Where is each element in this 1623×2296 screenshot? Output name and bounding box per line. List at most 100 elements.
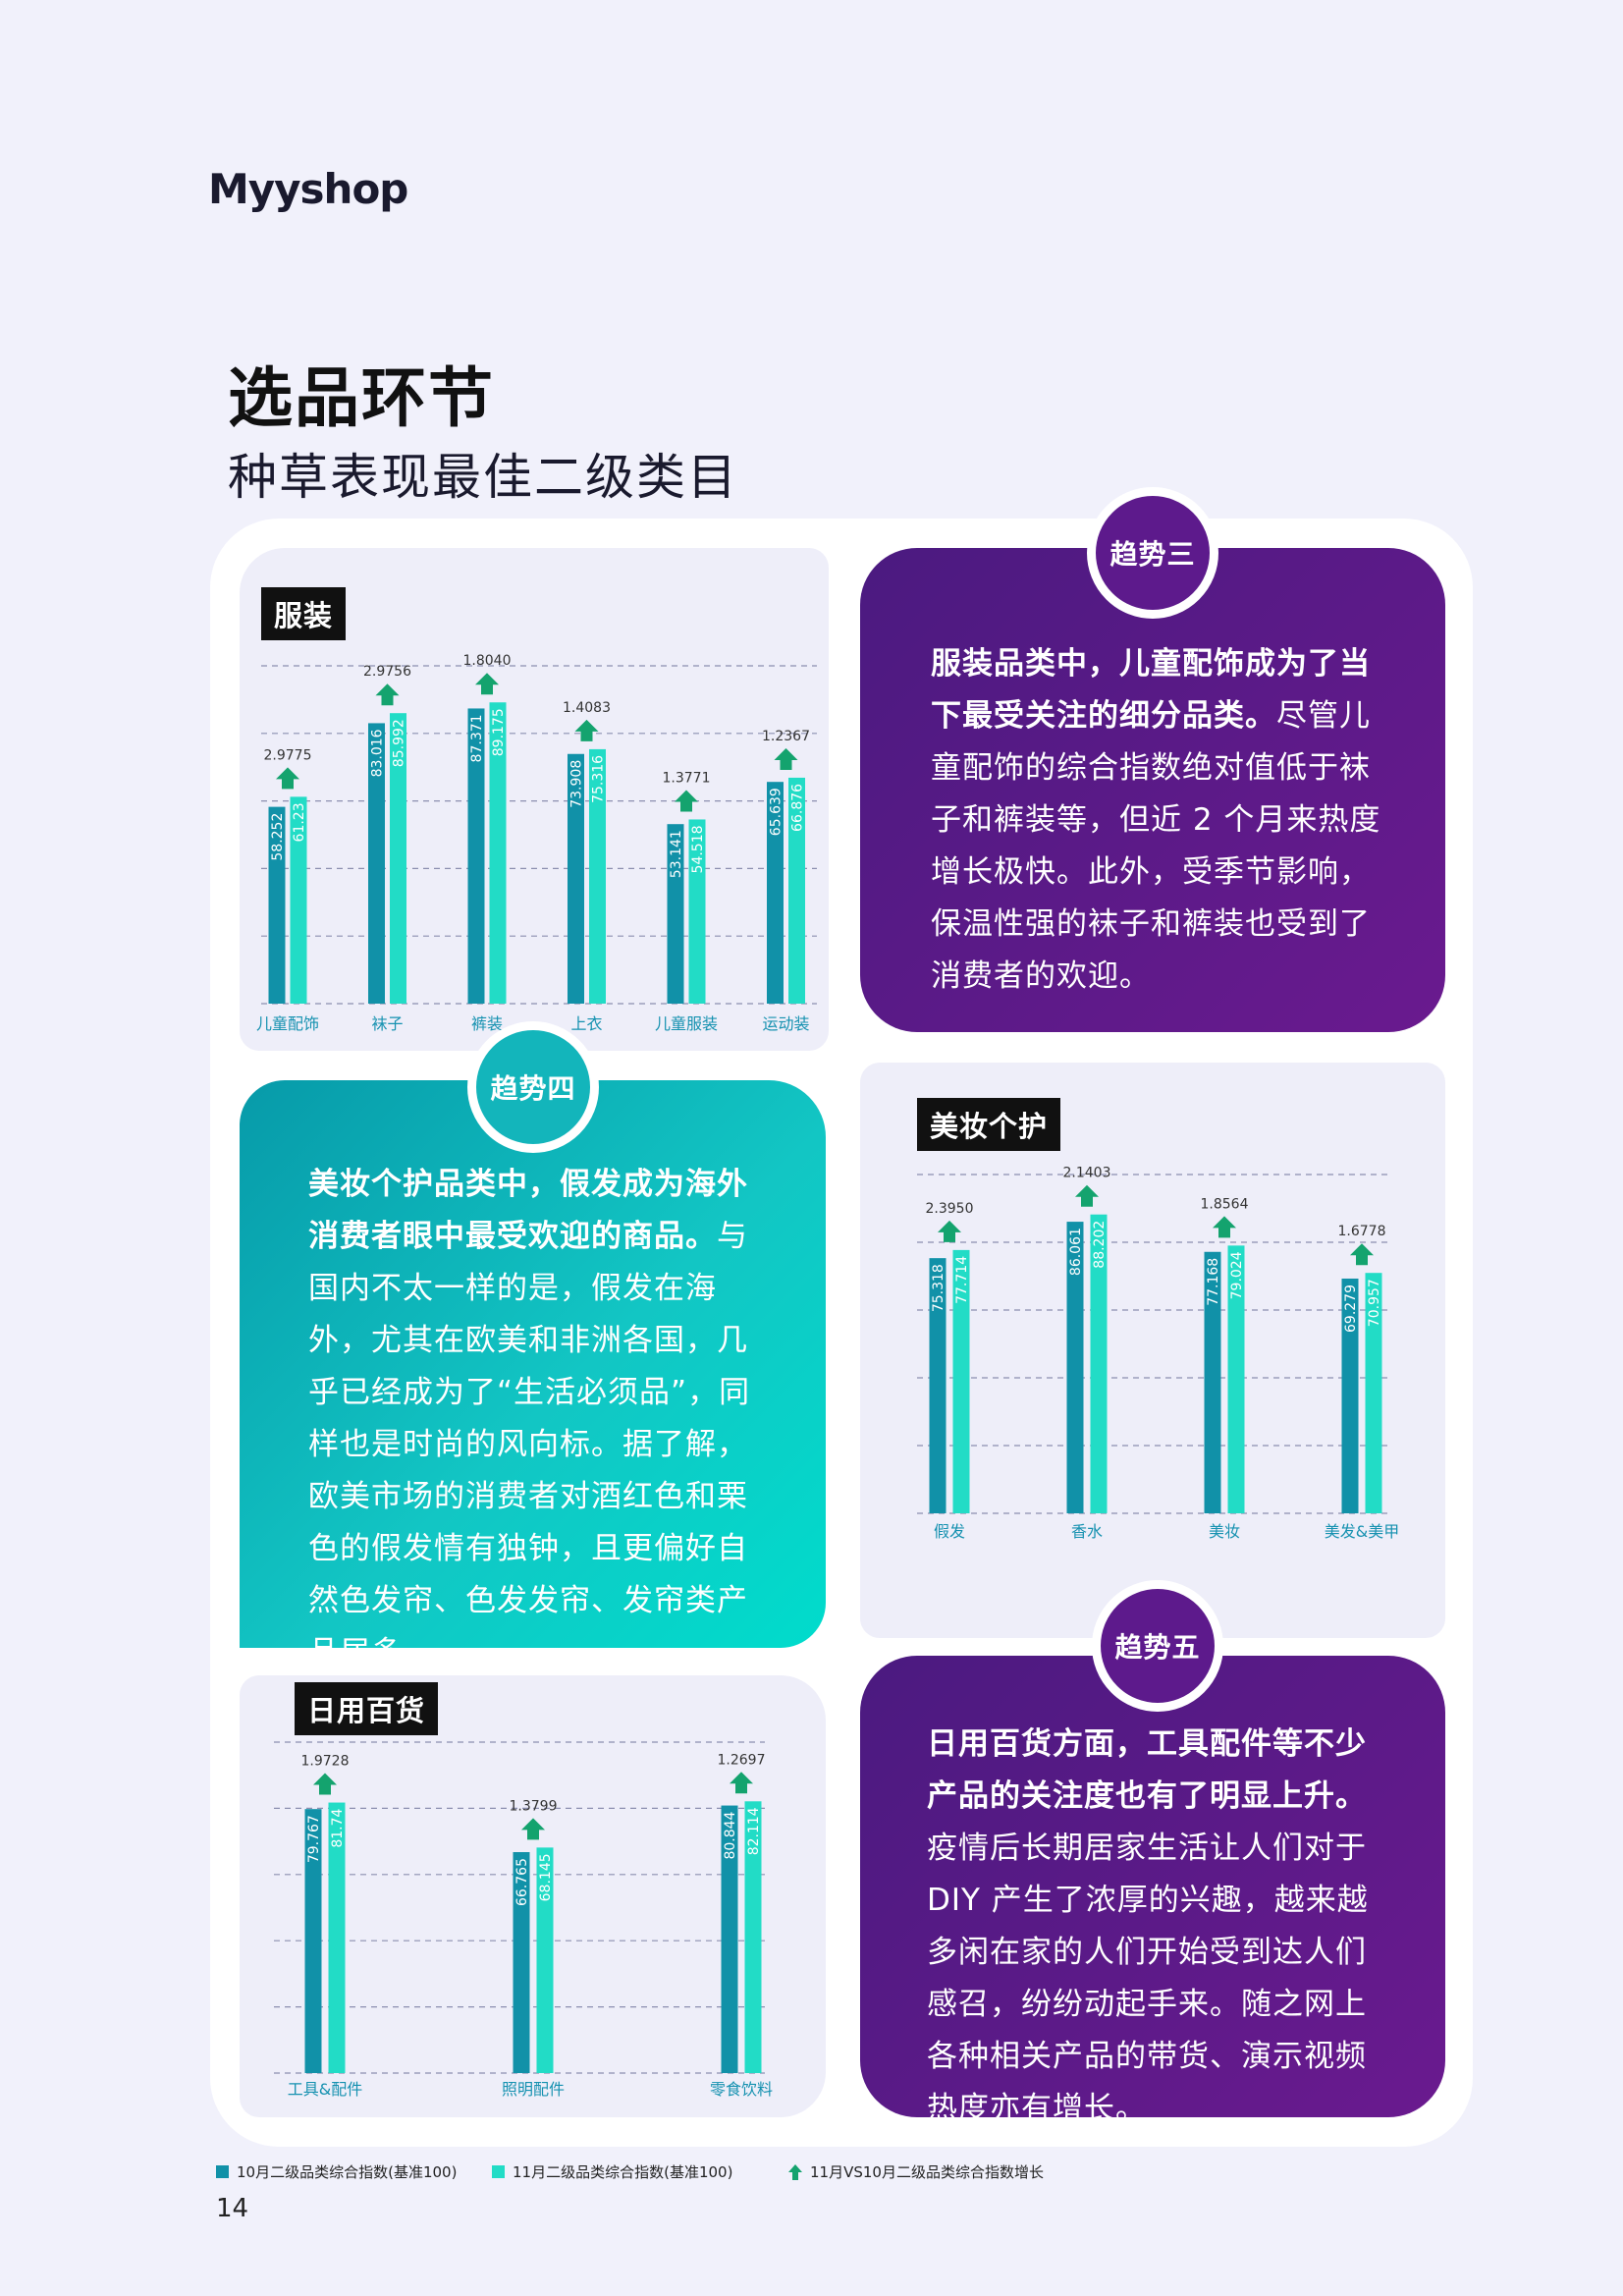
bar-value-label: 69.279 (1343, 1285, 1359, 1333)
growth-value-label: 2.3950 (926, 1201, 974, 1217)
bar-november (489, 702, 507, 1004)
growth-value-label: 1.8564 (1201, 1196, 1249, 1212)
bar-november (1090, 1214, 1108, 1513)
category-tick-label: 假发 (934, 1522, 965, 1541)
category-tick-label: 裤装 (471, 1014, 503, 1033)
trend-three-highlight: 服装品类中，儿童配饰成为了当下最受关注的细分品类。 (931, 646, 1371, 734)
bar-value-label: 82.114 (746, 1807, 762, 1855)
bar-value-label: 58.252 (270, 813, 286, 861)
bar-value-label: 83.016 (370, 729, 386, 777)
bar-value-label: 79.024 (1229, 1251, 1245, 1299)
growth-arrow-icon (938, 1220, 961, 1242)
bar-november (788, 777, 805, 1004)
bar-value-label: 75.316 (591, 755, 607, 803)
legend-oct: 10月二级品类综合指数(基准100) (216, 2161, 457, 2182)
bar-october (1204, 1251, 1221, 1513)
page-subtitle: 种草表现最佳二级类目 (228, 449, 738, 506)
bar-november (290, 796, 307, 1004)
growth-arrow-icon (1213, 1216, 1236, 1238)
category-tick-label: 美妆 (1209, 1522, 1240, 1541)
bar-october (721, 1805, 738, 2073)
growth-arrow-icon (1075, 1184, 1099, 1207)
growth-arrow-icon (475, 673, 499, 695)
category-tick-label: 上衣 (570, 1014, 602, 1033)
bar-november (390, 713, 406, 1004)
trend-five-card: 日用百货方面，工具配件等不少产品的关注度也有了明显上升。疫情后长期居家生活让人们… (860, 1656, 1445, 2126)
bar-november (688, 819, 706, 1004)
growth-arrow-icon (788, 2163, 802, 2180)
trend-three-card: 服装品类中，儿童配饰成为了当下最受关注的细分品类。尽管儿童配饰的综合指数绝对值低… (860, 548, 1445, 1032)
bar-value-label: 89.175 (491, 708, 507, 756)
bar-value-label: 80.844 (723, 1811, 738, 1859)
bar-november (536, 1847, 554, 2073)
category-tick-label: 零食饮料 (710, 2080, 773, 2099)
bar-october (467, 708, 485, 1004)
bar-value-label: 87.371 (469, 714, 485, 762)
growth-value-label: 1.3771 (663, 770, 711, 786)
growth-value-label: 1.3799 (510, 1798, 558, 1814)
beauty-chart-panel: 美妆个护 75.318 77.714 2.3950 假发 86.061 88.202 2.1… (860, 1063, 1445, 1638)
legend-nov-label: 11月二级品类综合指数(基准100) (513, 2163, 733, 2181)
brand-logo: Myyshop (208, 165, 408, 213)
bar-october (368, 723, 385, 1004)
bar-value-label: 79.767 (306, 1815, 322, 1863)
bar-value-label: 73.908 (569, 760, 585, 808)
bar-value-label: 54.518 (690, 825, 706, 873)
trend-five-highlight: 日用百货方面，工具配件等不少产品的关注度也有了明显上升。 (927, 1726, 1367, 1814)
household-bar-chart: 79.767 81.74 1.9728 工具&配件 66.765 68.145 1.3799… (274, 1741, 773, 2099)
trend-five-body: 疫情后长期居家生活让人们对于 DIY 产生了浓厚的兴趣，越来越多闲在家的人们开始… (927, 1831, 1369, 2126)
growth-arrow-icon (521, 1818, 545, 1840)
growth-value-label: 2.1403 (1063, 1166, 1111, 1181)
trend-three-text: 服装品类中，儿童配饰成为了当下最受关注的细分品类。尽管儿童配饰的综合指数绝对值低… (931, 638, 1392, 1003)
growth-value-label: 1.2697 (718, 1752, 766, 1768)
bar-october (1341, 1278, 1359, 1513)
bar-october (304, 1809, 322, 2073)
bar-november (744, 1801, 762, 2073)
page-title: 选品环节 (228, 360, 495, 436)
growth-arrow-icon (1350, 1243, 1374, 1266)
trend-three-body: 尽管儿童配饰的综合指数绝对值低于袜子和裤装等，但近 2 个月来热度增长极快。此外… (931, 698, 1381, 994)
bar-october (268, 806, 286, 1004)
bar-october (568, 753, 584, 1004)
apparel-chart-panel: 服装 58.252 61.23 2.9775 儿童配饰 83.016 85.992 2.97… (240, 548, 829, 1051)
category-tick-label: 儿童服装 (655, 1014, 718, 1033)
growth-value-label: 1.6778 (1338, 1224, 1386, 1239)
bar-november (589, 748, 606, 1004)
growth-value-label: 2.9775 (264, 747, 312, 763)
bar-value-label: 53.141 (669, 830, 684, 878)
bar-value-label: 68.145 (538, 1853, 554, 1901)
chart-legend: 10月二级品类综合指数(基准100) 11月二级品类综合指数(基准100) 11… (216, 2161, 1198, 2187)
category-tick-label: 儿童配饰 (256, 1014, 319, 1033)
apparel-bar-chart: 58.252 61.23 2.9775 儿童配饰 83.016 85.992 2.9756 袜… (256, 653, 817, 1033)
bar-october (513, 1852, 530, 2073)
category-tick-label: 工具&配件 (288, 2080, 362, 2099)
legend-nov: 11月二级品类综合指数(基准100) (492, 2161, 732, 2182)
trend-four-card: 美妆个护品类中，假发成为海外消费者眼中最受欢迎的商品。与国内不太一样的是，假发在… (240, 1080, 826, 1670)
bar-value-label: 70.957 (1367, 1279, 1382, 1327)
growth-value-label: 1.9728 (301, 1754, 350, 1770)
growth-value-label: 1.8040 (463, 653, 512, 669)
trend-four-text: 美妆个护品类中，假发成为海外消费者眼中最受欢迎的商品。与国内不太一样的是，假发在… (308, 1159, 770, 1679)
bar-value-label: 88.202 (1092, 1221, 1108, 1269)
household-chart-title: 日用百货 (295, 1682, 439, 1735)
legend-growth: 11月VS10月二级品类综合指数增长 (788, 2161, 1044, 2182)
bar-value-label: 77.168 (1206, 1258, 1221, 1306)
growth-arrow-icon (675, 790, 698, 812)
bar-value-label: 66.765 (514, 1858, 530, 1906)
trend-four-body: 与国内不太一样的是，假发在海外，尤其在欧美和非洲各国，几乎已经成为了“生活必须品… (308, 1219, 751, 1670)
category-tick-label: 照明配件 (502, 2080, 565, 2099)
bar-value-label: 86.061 (1068, 1228, 1084, 1276)
legend-oct-swatch (216, 2165, 229, 2178)
category-tick-label: 袜子 (371, 1014, 403, 1033)
bar-november (1365, 1273, 1382, 1513)
bar-october (1066, 1222, 1084, 1513)
beauty-chart-title: 美妆个护 (917, 1098, 1061, 1151)
bar-october (929, 1258, 947, 1513)
bar-value-label: 66.876 (790, 784, 806, 832)
legend-nov-swatch (492, 2165, 505, 2178)
category-tick-label: 美发&美甲 (1325, 1522, 1399, 1541)
bar-value-label: 75.318 (931, 1264, 947, 1312)
trend-four-badge: 趋势四 (467, 1021, 599, 1153)
trend-five-text: 日用百货方面，工具配件等不少产品的关注度也有了明显上升。疫情后长期居家生活让人们… (927, 1719, 1394, 2135)
growth-arrow-icon (375, 683, 400, 706)
